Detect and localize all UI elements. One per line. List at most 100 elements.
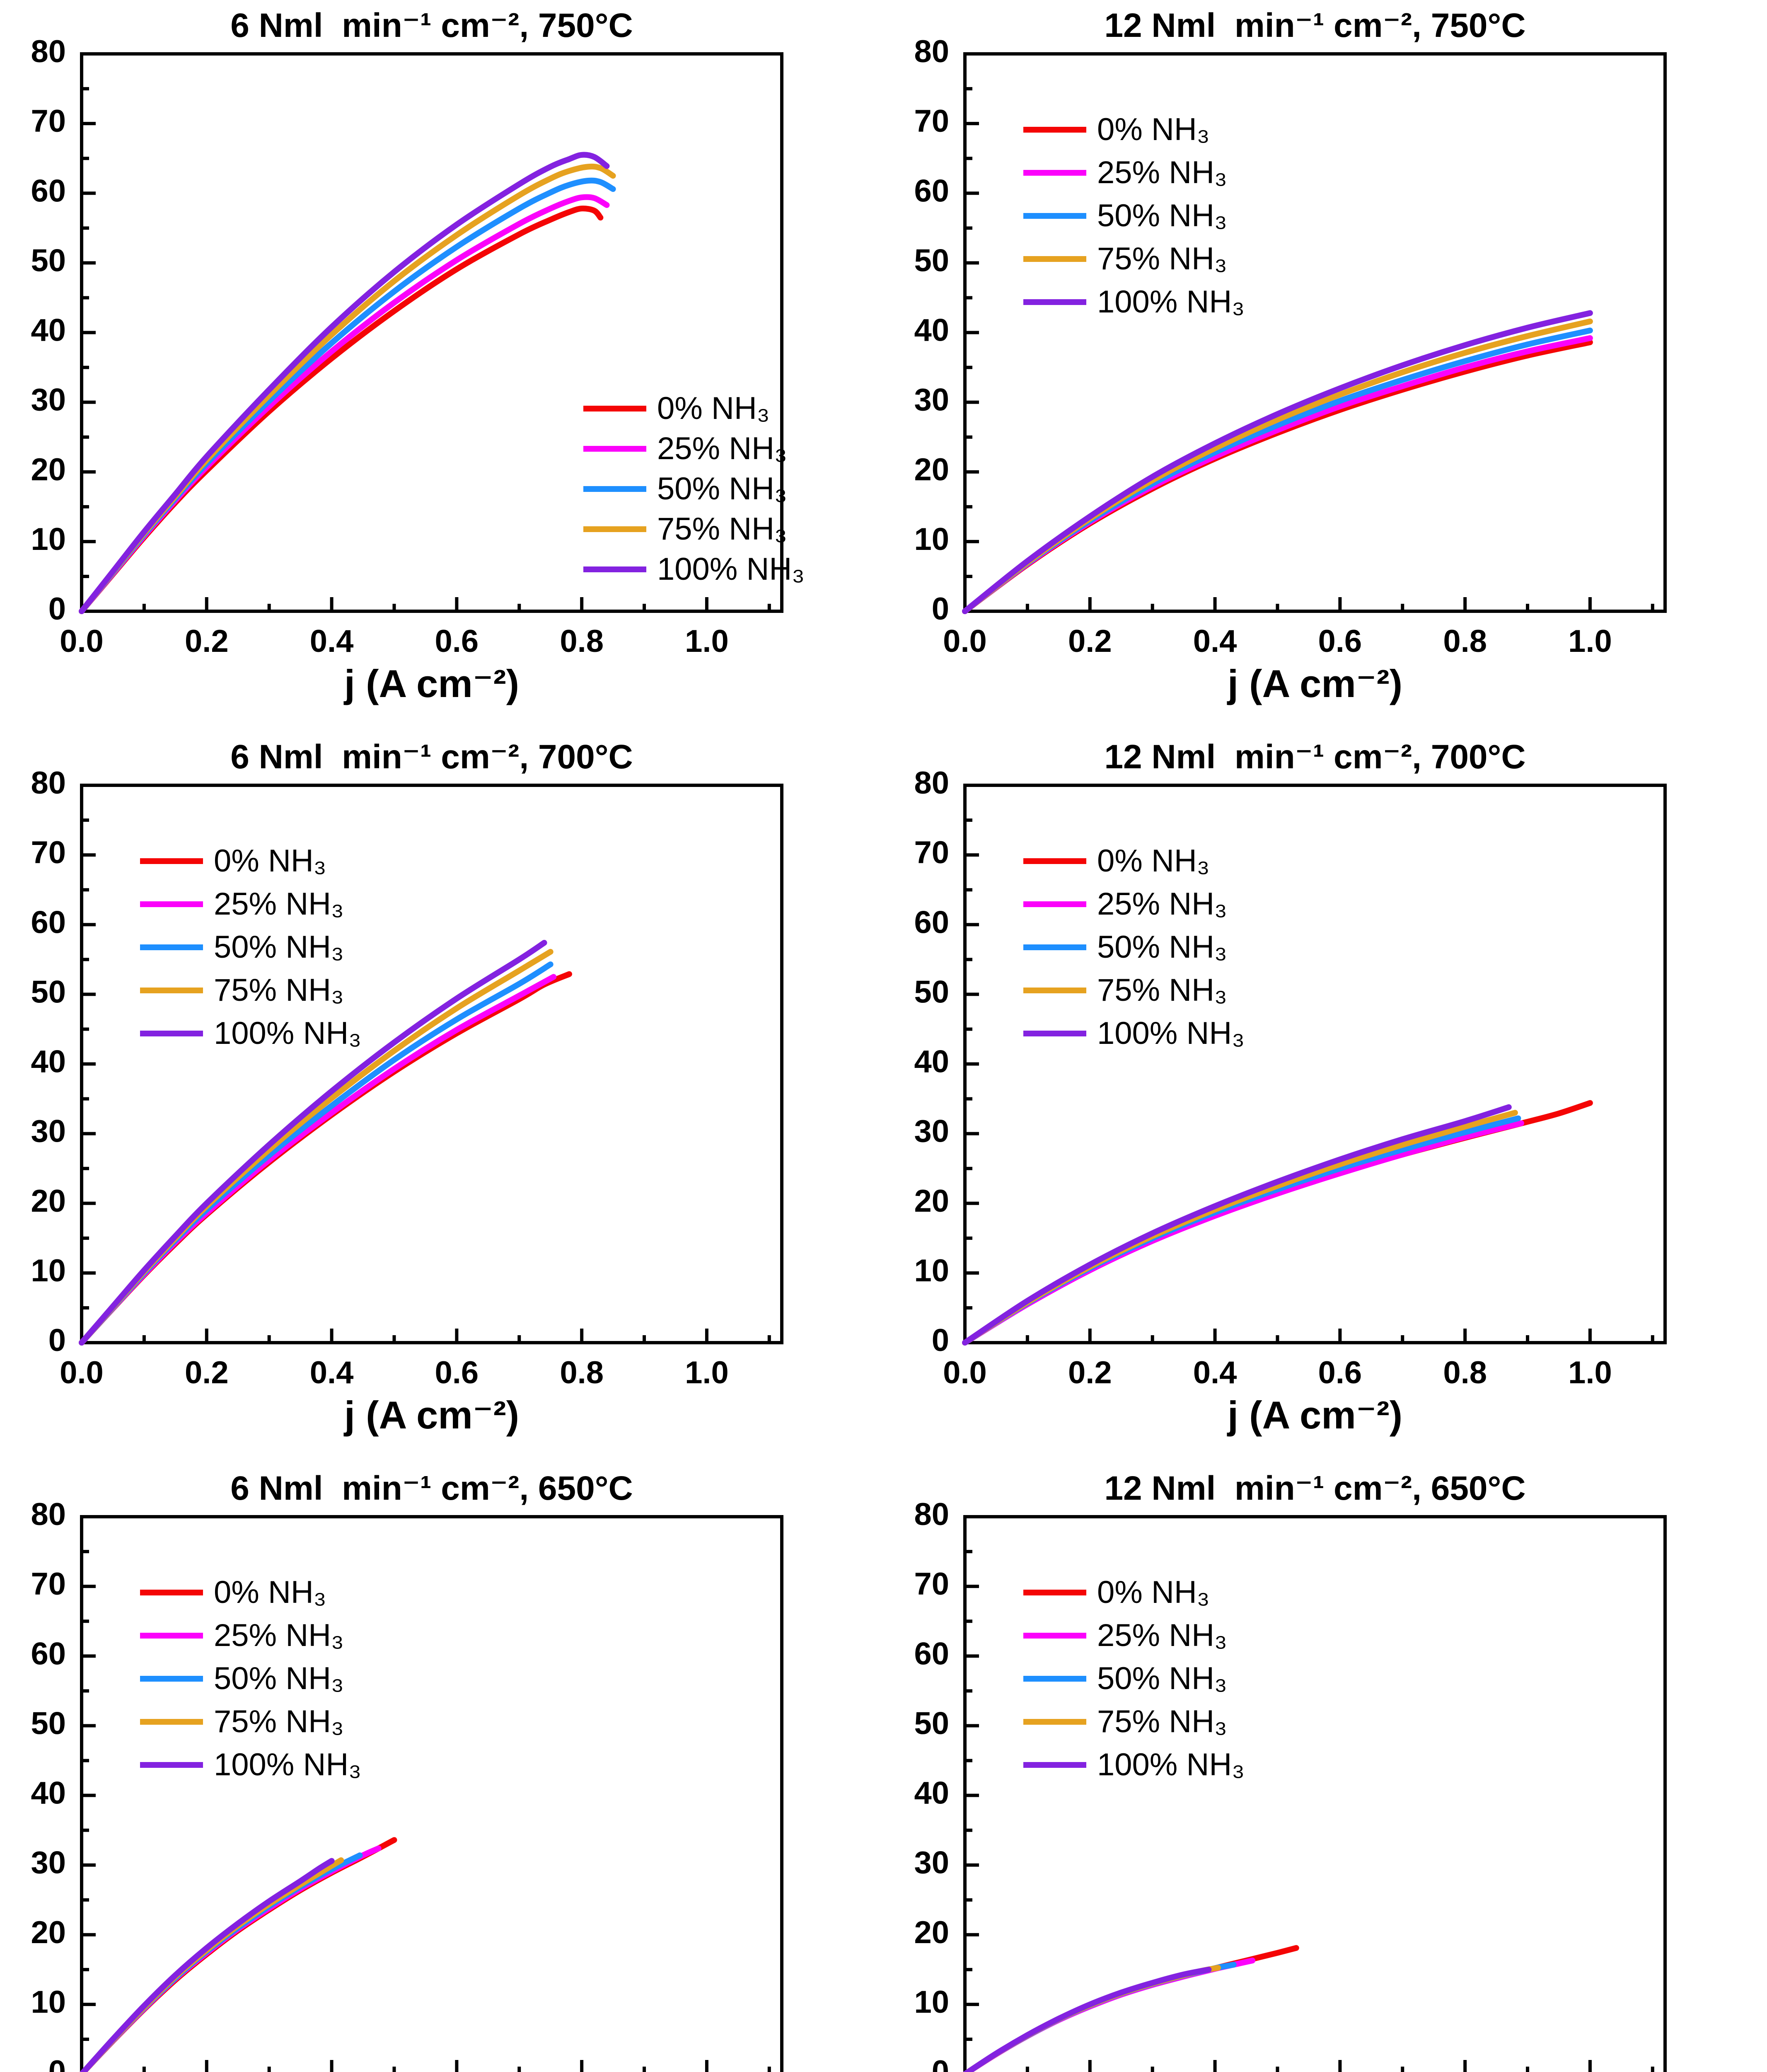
y-tick-label: 20 bbox=[914, 1915, 949, 1950]
y-tick-label: 0 bbox=[932, 1323, 949, 1358]
chart-title: 6 Nml min⁻¹ cm⁻², 700°C bbox=[230, 738, 633, 776]
legend-label: 0% NH₃ bbox=[1097, 112, 1210, 147]
legend-item: 75% NH₃ bbox=[1023, 969, 1245, 1012]
x-tick-label: 0.8 bbox=[1443, 1355, 1487, 1390]
y-tick-label: 60 bbox=[914, 173, 949, 208]
x-axis-label: j (A cm⁻²) bbox=[1227, 662, 1403, 705]
legend-label: 75% NH₃ bbox=[1097, 1704, 1227, 1739]
legend-label: 50% NH₃ bbox=[1097, 929, 1227, 965]
y-tick-label: 30 bbox=[31, 1845, 66, 1881]
legend-line-swatch bbox=[583, 486, 646, 492]
legend: 0% NH₃ 25% NH₃ 50% NH₃ 75% NH₃ 100% NH₃ bbox=[140, 1571, 361, 1786]
legend-line-swatch bbox=[1023, 127, 1086, 133]
series-curves bbox=[79, 152, 616, 614]
y-tick-label: 80 bbox=[914, 1497, 949, 1532]
legend: 0% NH₃ 25% NH₃ 50% NH₃ 75% NH₃ 100% NH₃ bbox=[1023, 840, 1245, 1055]
legend-label: 100% NH₃ bbox=[1097, 1016, 1245, 1051]
legend-line-swatch bbox=[583, 405, 646, 411]
curve-100pct-nh3 bbox=[963, 1966, 1212, 2072]
x-tick-label: 0.2 bbox=[1068, 1355, 1112, 1390]
legend-line-swatch bbox=[583, 566, 646, 572]
legend-label: 100% NH₃ bbox=[1097, 284, 1245, 320]
x-axis-label: j (A cm⁻²) bbox=[1227, 1393, 1403, 1437]
x-tick-label: 0.8 bbox=[560, 1355, 604, 1390]
subplot-6nml-650c: 6 Nml min⁻¹ cm⁻², 650°C 0.00.20.40.60.81… bbox=[0, 1463, 883, 2072]
y-tick-label: 80 bbox=[31, 765, 66, 801]
x-tick-label: 0.2 bbox=[1068, 624, 1112, 659]
y-tick-label: 0 bbox=[48, 2054, 66, 2072]
y-tick-label: 0 bbox=[48, 591, 66, 627]
y-tick-label: 70 bbox=[31, 1566, 66, 1602]
y-tick-label: 20 bbox=[31, 452, 66, 487]
legend-item: 0% NH₃ bbox=[140, 840, 361, 883]
legend-item: 50% NH₃ bbox=[140, 926, 361, 969]
legend-line-swatch bbox=[1023, 299, 1086, 305]
curve-75pct-nh3 bbox=[79, 163, 616, 614]
legend-label: 25% NH₃ bbox=[1097, 886, 1227, 922]
axes-frame bbox=[80, 1515, 783, 2072]
series-curves bbox=[962, 310, 1593, 614]
legend-label: 75% NH₃ bbox=[214, 1704, 344, 1739]
y-tick-label: 10 bbox=[31, 1985, 66, 2020]
legend-line-swatch bbox=[1023, 1719, 1086, 1725]
legend-line-swatch bbox=[140, 1762, 203, 1768]
legend-line-swatch bbox=[1023, 1762, 1086, 1768]
x-tick-label: 0.6 bbox=[435, 624, 479, 659]
legend-label: 0% NH₃ bbox=[657, 390, 770, 426]
curve-100pct-nh3 bbox=[80, 1858, 335, 2072]
curve-25pct-nh3 bbox=[962, 1120, 1524, 1346]
y-tick-label: 0 bbox=[932, 591, 949, 627]
legend-line-swatch bbox=[140, 1590, 203, 1595]
x-tick-label: 0.0 bbox=[60, 624, 104, 659]
legend: 0% NH₃ 25% NH₃ 50% NH₃ 75% NH₃ 100% NH₃ bbox=[583, 388, 805, 589]
series-curves bbox=[962, 1100, 1593, 1346]
curve-25pct-nh3 bbox=[80, 1845, 382, 2072]
axes-frame bbox=[80, 784, 783, 1344]
legend-label: 100% NH₃ bbox=[657, 551, 805, 587]
legend-item: 0% NH₃ bbox=[1023, 108, 1245, 151]
curve-25pct-nh3 bbox=[79, 194, 610, 614]
legend-label: 0% NH₃ bbox=[214, 843, 326, 879]
legend-item: 100% NH₃ bbox=[140, 1012, 361, 1055]
legend-label: 75% NH₃ bbox=[1097, 973, 1227, 1008]
y-tick-label: 30 bbox=[914, 1845, 949, 1881]
x-tick-label: 0.0 bbox=[60, 1355, 104, 1390]
curve-50pct-nh3 bbox=[80, 1852, 363, 2072]
y-tick-label: 40 bbox=[914, 1776, 949, 1811]
y-tick-label: 10 bbox=[914, 1253, 949, 1288]
legend-line-swatch bbox=[1023, 1633, 1086, 1639]
legend-label: 50% NH₃ bbox=[1097, 1661, 1227, 1696]
legend-line-swatch bbox=[1023, 858, 1086, 864]
x-tick-label: 0.4 bbox=[1193, 1355, 1237, 1390]
curve-0pct-nh3 bbox=[80, 1837, 397, 2072]
y-tick-label: 0 bbox=[48, 1323, 66, 1358]
legend-item: 25% NH₃ bbox=[140, 883, 361, 926]
y-tick-label: 20 bbox=[914, 452, 949, 487]
legend-label: 0% NH₃ bbox=[214, 1575, 326, 1610]
legend-line-swatch bbox=[583, 526, 646, 532]
legend-label: 25% NH₃ bbox=[657, 431, 787, 466]
plot-canvas: 0.0 0.2 0.4 0.6 0.8 1.0 0 10 20 30 40 50 60 70 80 bbox=[914, 765, 1667, 1390]
y-tick-label: 20 bbox=[31, 1915, 66, 1950]
legend-item: 75% NH₃ bbox=[583, 509, 805, 549]
y-tick-label: 0 bbox=[932, 2054, 949, 2072]
y-tick-label: 70 bbox=[914, 835, 949, 870]
legend-label: 50% NH₃ bbox=[1097, 198, 1227, 233]
y-tick-label: 60 bbox=[31, 173, 66, 208]
y-tick-label: 10 bbox=[914, 1985, 949, 2020]
legend-line-swatch bbox=[1023, 256, 1086, 262]
legend-item: 0% NH₃ bbox=[140, 1571, 361, 1614]
legend-item: 50% NH₃ bbox=[140, 1657, 361, 1700]
legend-label: 0% NH₃ bbox=[1097, 1575, 1210, 1610]
legend-line-swatch bbox=[583, 445, 646, 452]
legend-label: 50% NH₃ bbox=[214, 1661, 344, 1696]
legend-label: 100% NH₃ bbox=[214, 1747, 362, 1782]
x-tick-label: 0.0 bbox=[943, 1355, 987, 1390]
legend-label: 25% NH₃ bbox=[1097, 155, 1227, 190]
y-tick-label: 60 bbox=[914, 1636, 949, 1671]
legend-item: 25% NH₃ bbox=[1023, 1614, 1245, 1657]
